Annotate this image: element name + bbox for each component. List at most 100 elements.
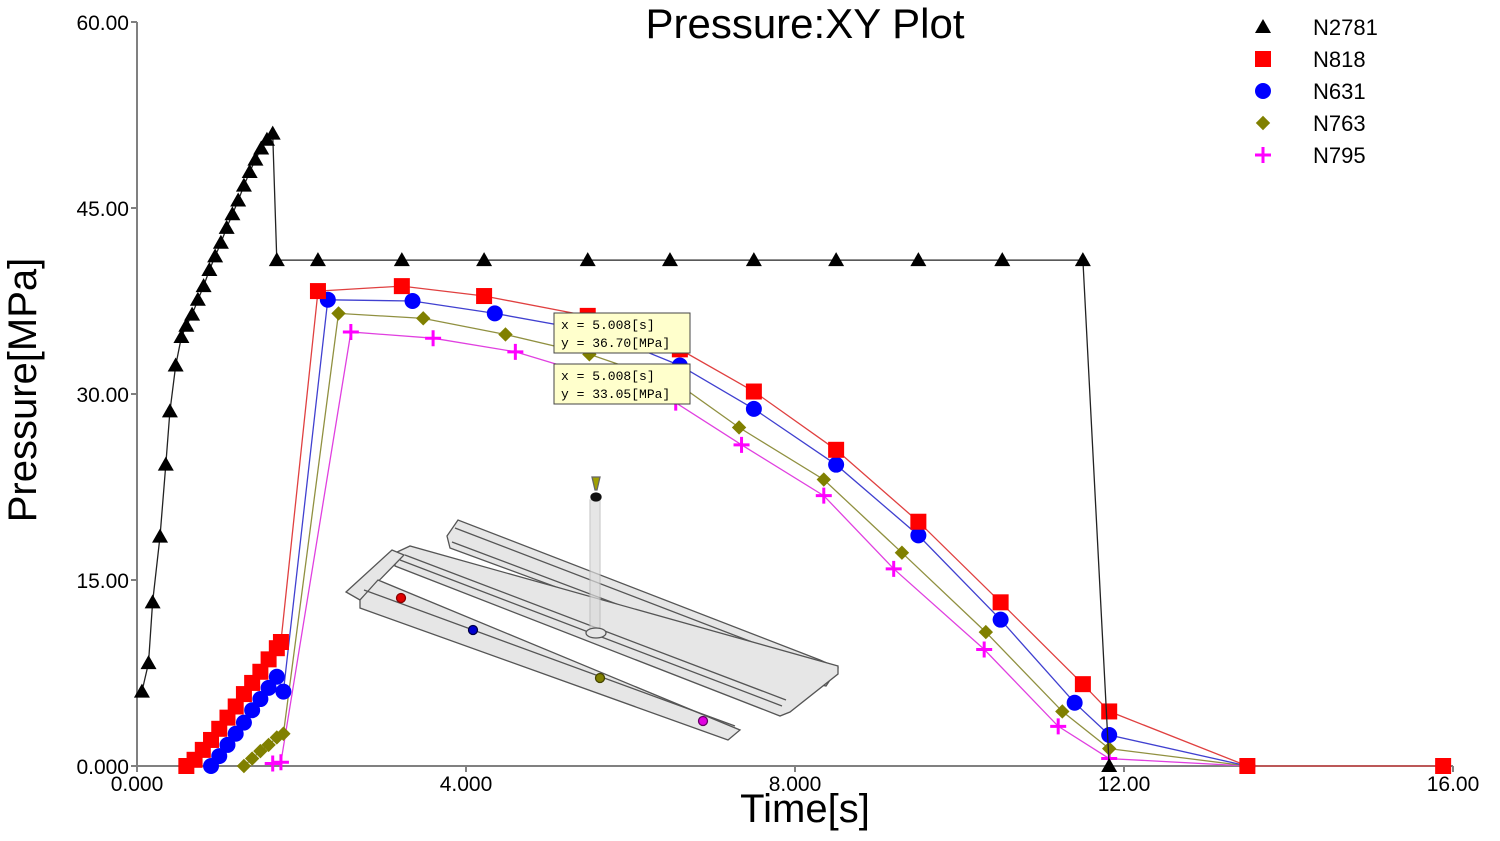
axes: 0.000 4.000 8.000 12.00 16.00 0.000 15.00 30.00… [76,12,1479,796]
square-marker-icon [252,663,269,680]
triangle-marker-icon [1074,252,1091,267]
square-marker-icon [227,698,244,715]
circle-marker-icon [486,305,503,322]
triangle-marker-icon [247,151,264,166]
diamond-marker-icon [816,472,831,487]
legend-label: N795 [1313,143,1366,168]
tooltip-lower[interactable]: x = 5.008[s] y = 33.05[MPa] [553,363,691,405]
square-marker-icon [476,288,493,305]
circle-marker-icon [211,748,228,765]
diamond-marker-icon [276,726,291,741]
triangle-marker-icon [195,278,212,293]
x-tick-label: 0.000 [111,773,164,796]
triangle-marker-icon [745,252,762,267]
triangle-marker-icon [264,125,281,140]
circle-marker-icon [1255,83,1271,99]
y-tick-label: 15.00 [76,570,129,593]
triangle-marker-icon [253,140,270,155]
plus-marker-icon [507,343,524,360]
triangle-marker-icon [152,528,169,543]
triangle-marker-icon [178,317,195,332]
triangle-marker-icon [212,234,229,249]
triangle-marker-icon [133,683,150,698]
diamond-marker-icon [244,751,260,766]
square-marker-icon [828,441,845,458]
legend-label: N631 [1313,79,1366,104]
triangle-marker-icon [144,594,161,609]
circle-marker-icon [992,611,1009,628]
triangle-marker-icon [140,655,157,670]
series-line [272,331,1248,767]
triangle-marker-icon [994,252,1011,267]
square-marker-icon [1435,758,1452,774]
legend: N2781 N818 N631 N763 N795 [1255,15,1378,168]
triangle-marker-icon [1101,758,1118,772]
series-N2781 [133,125,1118,772]
plus-marker-icon [976,641,993,658]
triangle-marker-icon [661,252,678,267]
tooltip-upper-y: y = 36.70[MPa] [561,336,670,351]
plus-marker-icon [733,436,750,453]
y-tick-label: 60.00 [76,12,129,35]
circle-marker-icon [268,668,285,685]
triangle-marker-icon [224,206,241,221]
legend-item-N763[interactable]: N763 [1255,111,1366,136]
triangle-marker-icon [1255,19,1271,33]
circle-marker-icon [745,400,762,417]
diamond-marker-icon [498,327,513,342]
triangle-marker-icon [218,219,235,234]
diamond-marker-icon [978,624,994,640]
triangle-marker-icon [268,252,285,267]
series-N763 [236,306,1255,774]
circle-marker-icon [235,714,252,731]
series-N818 [178,278,1452,774]
triangle-marker-icon [201,262,218,276]
legend-item-N795[interactable]: N795 [1255,143,1366,168]
circle-marker-icon [828,456,845,473]
circle-marker-icon [275,683,292,700]
tooltip-upper[interactable]: x = 5.008[s] y = 36.70[MPa] [553,312,691,354]
diamond-marker-icon [1101,741,1117,756]
plus-marker-icon [1050,718,1067,735]
legend-item-N631[interactable]: N631 [1255,79,1366,104]
triangle-marker-icon [161,403,178,418]
square-marker-icon [910,513,927,530]
diamond-marker-icon [261,737,276,753]
series-N631 [203,291,1256,774]
triangle-marker-icon [173,328,190,343]
square-marker-icon [1239,758,1256,774]
chart-title: Pressure:XY Plot [645,0,964,47]
triangle-marker-icon [184,306,201,321]
circle-marker-icon [260,679,277,696]
triangle-marker-icon [207,248,224,263]
triangle-marker-icon [230,192,247,207]
diamond-marker-icon [1055,704,1070,719]
legend-item-N2781[interactable]: N2781 [1255,15,1378,40]
y-tick-label: 30.00 [76,384,129,407]
x-tick-label: 4.000 [440,773,493,796]
square-marker-icon [1074,676,1091,693]
tooltip-lower-x: x = 5.008[s] [561,369,655,384]
circle-marker-icon [244,702,261,719]
series-line [141,131,1110,767]
circle-marker-icon [404,293,421,309]
circle-marker-icon [219,736,236,753]
triangle-marker-icon [309,252,326,267]
legend-item-N818[interactable]: N818 [1255,47,1366,72]
plus-marker-icon [272,754,289,771]
legend-label: N818 [1313,47,1366,72]
triangle-marker-icon [393,252,410,267]
triangle-marker-icon [189,291,206,306]
diamond-marker-icon [894,545,910,560]
square-marker-icon [393,278,410,295]
legend-label: N2781 [1313,15,1378,40]
x-tick-label: 8.000 [769,773,822,796]
y-tick-label: 45.00 [76,198,129,221]
square-marker-icon [1255,51,1271,67]
diamond-marker-icon [253,743,268,759]
plus-marker-icon [885,560,902,577]
triangle-marker-icon [235,177,252,192]
tooltip-lower-y: y = 33.05[MPa] [561,387,670,402]
square-marker-icon [1101,703,1118,720]
series-line [185,285,1444,767]
